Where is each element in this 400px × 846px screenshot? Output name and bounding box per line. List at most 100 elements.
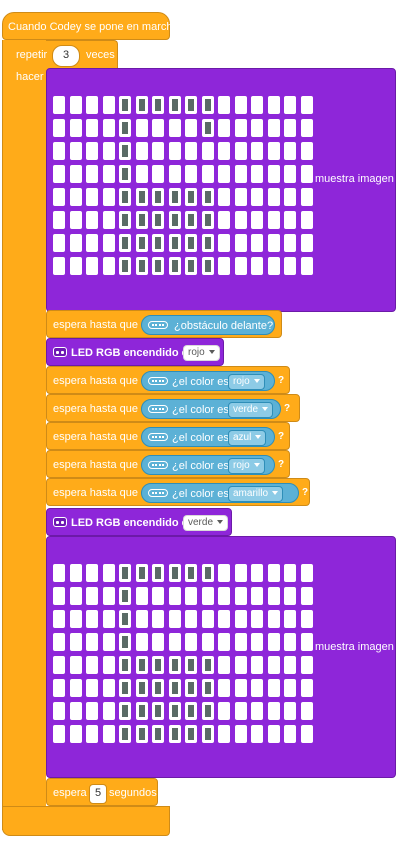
matrix-1-led-cell[interactable] — [201, 142, 214, 160]
color-dropdown[interactable]: rojo — [228, 458, 265, 474]
matrix-1-led-cell[interactable] — [69, 257, 82, 275]
matrix-1-led-cell[interactable] — [135, 165, 148, 183]
matrix-2-led-cell[interactable] — [102, 564, 115, 582]
matrix-2-led-cell[interactable] — [300, 564, 313, 582]
matrix-1-led-cell[interactable] — [152, 96, 164, 114]
matrix-2-led-cell[interactable] — [119, 725, 131, 743]
matrix-2-led-cell[interactable] — [234, 610, 247, 628]
matrix-1-led-cell[interactable] — [284, 188, 296, 206]
matrix-2-led-cell[interactable] — [152, 679, 164, 697]
matrix-1-led-cell[interactable] — [201, 188, 214, 206]
matrix-1-led-cell[interactable] — [267, 165, 280, 183]
matrix-2-led-cell[interactable] — [168, 679, 181, 697]
matrix-2-led-cell[interactable] — [300, 633, 313, 651]
matrix-2-led-cell[interactable] — [152, 702, 164, 720]
matrix-2-led-cell[interactable] — [135, 725, 148, 743]
matrix-2-led-cell[interactable] — [234, 702, 247, 720]
matrix-2-led-cell[interactable] — [201, 610, 214, 628]
matrix-1-led-cell[interactable] — [152, 165, 164, 183]
matrix-1-led-cell[interactable] — [69, 119, 82, 137]
matrix-2-led-cell[interactable] — [69, 679, 82, 697]
matrix-2-led-cell[interactable] — [135, 587, 148, 605]
matrix-1-led-cell[interactable] — [284, 142, 296, 160]
matrix-2-led-cell[interactable] — [185, 702, 197, 720]
matrix-1-led-cell[interactable] — [152, 119, 164, 137]
matrix-1-led-cell[interactable] — [86, 211, 98, 229]
matrix-2-led-cell[interactable] — [201, 564, 214, 582]
color-dropdown[interactable]: azul — [228, 430, 267, 446]
matrix-1-led-cell[interactable] — [86, 257, 98, 275]
matrix-1-led-cell[interactable] — [102, 142, 115, 160]
matrix-1-led-cell[interactable] — [168, 211, 181, 229]
matrix-2-led-cell[interactable] — [69, 587, 82, 605]
matrix-2-led-cell[interactable] — [102, 679, 115, 697]
matrix-1-led-cell[interactable] — [86, 142, 98, 160]
matrix-1-led-cell[interactable] — [102, 165, 115, 183]
matrix-1-led-cell[interactable] — [53, 234, 65, 252]
matrix-1-led-cell[interactable] — [284, 257, 296, 275]
matrix-1-led-cell[interactable] — [201, 165, 214, 183]
matrix-1-led-cell[interactable] — [102, 257, 115, 275]
matrix-1-led-cell[interactable] — [135, 119, 148, 137]
matrix-2-led-cell[interactable] — [102, 587, 115, 605]
led-block-2[interactable]: LED RGB encendido en verde — [46, 508, 232, 536]
matrix-1-led-cell[interactable] — [69, 142, 82, 160]
matrix-2-led-cell[interactable] — [284, 610, 296, 628]
matrix-2-led-cell[interactable] — [86, 725, 98, 743]
matrix-1-led-cell[interactable] — [152, 257, 164, 275]
matrix-2-led-cell[interactable] — [53, 679, 65, 697]
matrix-2-led-cell[interactable] — [69, 656, 82, 674]
matrix-2-led-cell[interactable] — [218, 656, 230, 674]
color-sensor[interactable]: ¿el color es rojo ? — [141, 371, 284, 391]
matrix-1-led-cell[interactable] — [234, 188, 247, 206]
matrix-2-led-cell[interactable] — [168, 587, 181, 605]
matrix-1-led-cell[interactable] — [185, 142, 197, 160]
matrix-1-led-cell[interactable] — [284, 234, 296, 252]
matrix-2-led-cell[interactable] — [119, 587, 131, 605]
matrix-1-led-cell[interactable] — [152, 234, 164, 252]
matrix-2-led-cell[interactable] — [218, 564, 230, 582]
matrix-1-led-cell[interactable] — [185, 211, 197, 229]
show-image-block-1[interactable]: muestra imagen — [46, 68, 396, 312]
matrix-1-led-cell[interactable] — [218, 211, 230, 229]
matrix-2-led-cell[interactable] — [284, 679, 296, 697]
matrix-2-led-cell[interactable] — [86, 679, 98, 697]
matrix-2-led-cell[interactable] — [267, 725, 280, 743]
matrix-2-led-cell[interactable] — [53, 564, 65, 582]
color-sensor[interactable]: ¿el color es amarillo ? — [141, 483, 308, 503]
matrix-1-led-cell[interactable] — [135, 142, 148, 160]
matrix-1-led-cell[interactable] — [267, 142, 280, 160]
matrix-2-led-cell[interactable] — [251, 656, 263, 674]
matrix-1-led-cell[interactable] — [218, 165, 230, 183]
matrix-2-led-cell[interactable] — [234, 656, 247, 674]
matrix-2-led-cell[interactable] — [69, 702, 82, 720]
matrix-2-led-cell[interactable] — [86, 610, 98, 628]
matrix-2-led-cell[interactable] — [168, 702, 181, 720]
matrix-2-led-cell[interactable] — [119, 564, 131, 582]
matrix-1-led-cell[interactable] — [53, 96, 65, 114]
matrix-1-led-cell[interactable] — [300, 119, 313, 137]
led-color-dropdown-2[interactable]: verde — [183, 515, 229, 531]
matrix-2-led-cell[interactable] — [251, 587, 263, 605]
wait-color-block[interactable]: espera hasta que ¿el color es verde ? — [46, 394, 300, 422]
matrix-2-led-cell[interactable] — [53, 610, 65, 628]
matrix-2-led-cell[interactable] — [135, 702, 148, 720]
matrix-1-led-cell[interactable] — [53, 142, 65, 160]
matrix-1-led-cell[interactable] — [102, 188, 115, 206]
matrix-1-led-cell[interactable] — [300, 165, 313, 183]
matrix-2-led-cell[interactable] — [86, 564, 98, 582]
matrix-2-led-cell[interactable] — [218, 679, 230, 697]
matrix-2-led-cell[interactable] — [152, 610, 164, 628]
matrix-1-led-cell[interactable] — [267, 234, 280, 252]
matrix-2-led-cell[interactable] — [53, 702, 65, 720]
wait-seconds-input[interactable]: 5 — [89, 784, 107, 804]
matrix-1-led-cell[interactable] — [234, 119, 247, 137]
color-sensor[interactable]: ¿el color es verde ? — [141, 399, 290, 419]
wait-color-block[interactable]: espera hasta que ¿el color es rojo ? — [46, 450, 290, 478]
matrix-1-led-cell[interactable] — [234, 211, 247, 229]
matrix-1-led-cell[interactable] — [300, 234, 313, 252]
matrix-1-led-cell[interactable] — [168, 165, 181, 183]
matrix-1-led-cell[interactable] — [119, 234, 131, 252]
matrix-2-led-cell[interactable] — [135, 656, 148, 674]
matrix-1-led-cell[interactable] — [267, 257, 280, 275]
